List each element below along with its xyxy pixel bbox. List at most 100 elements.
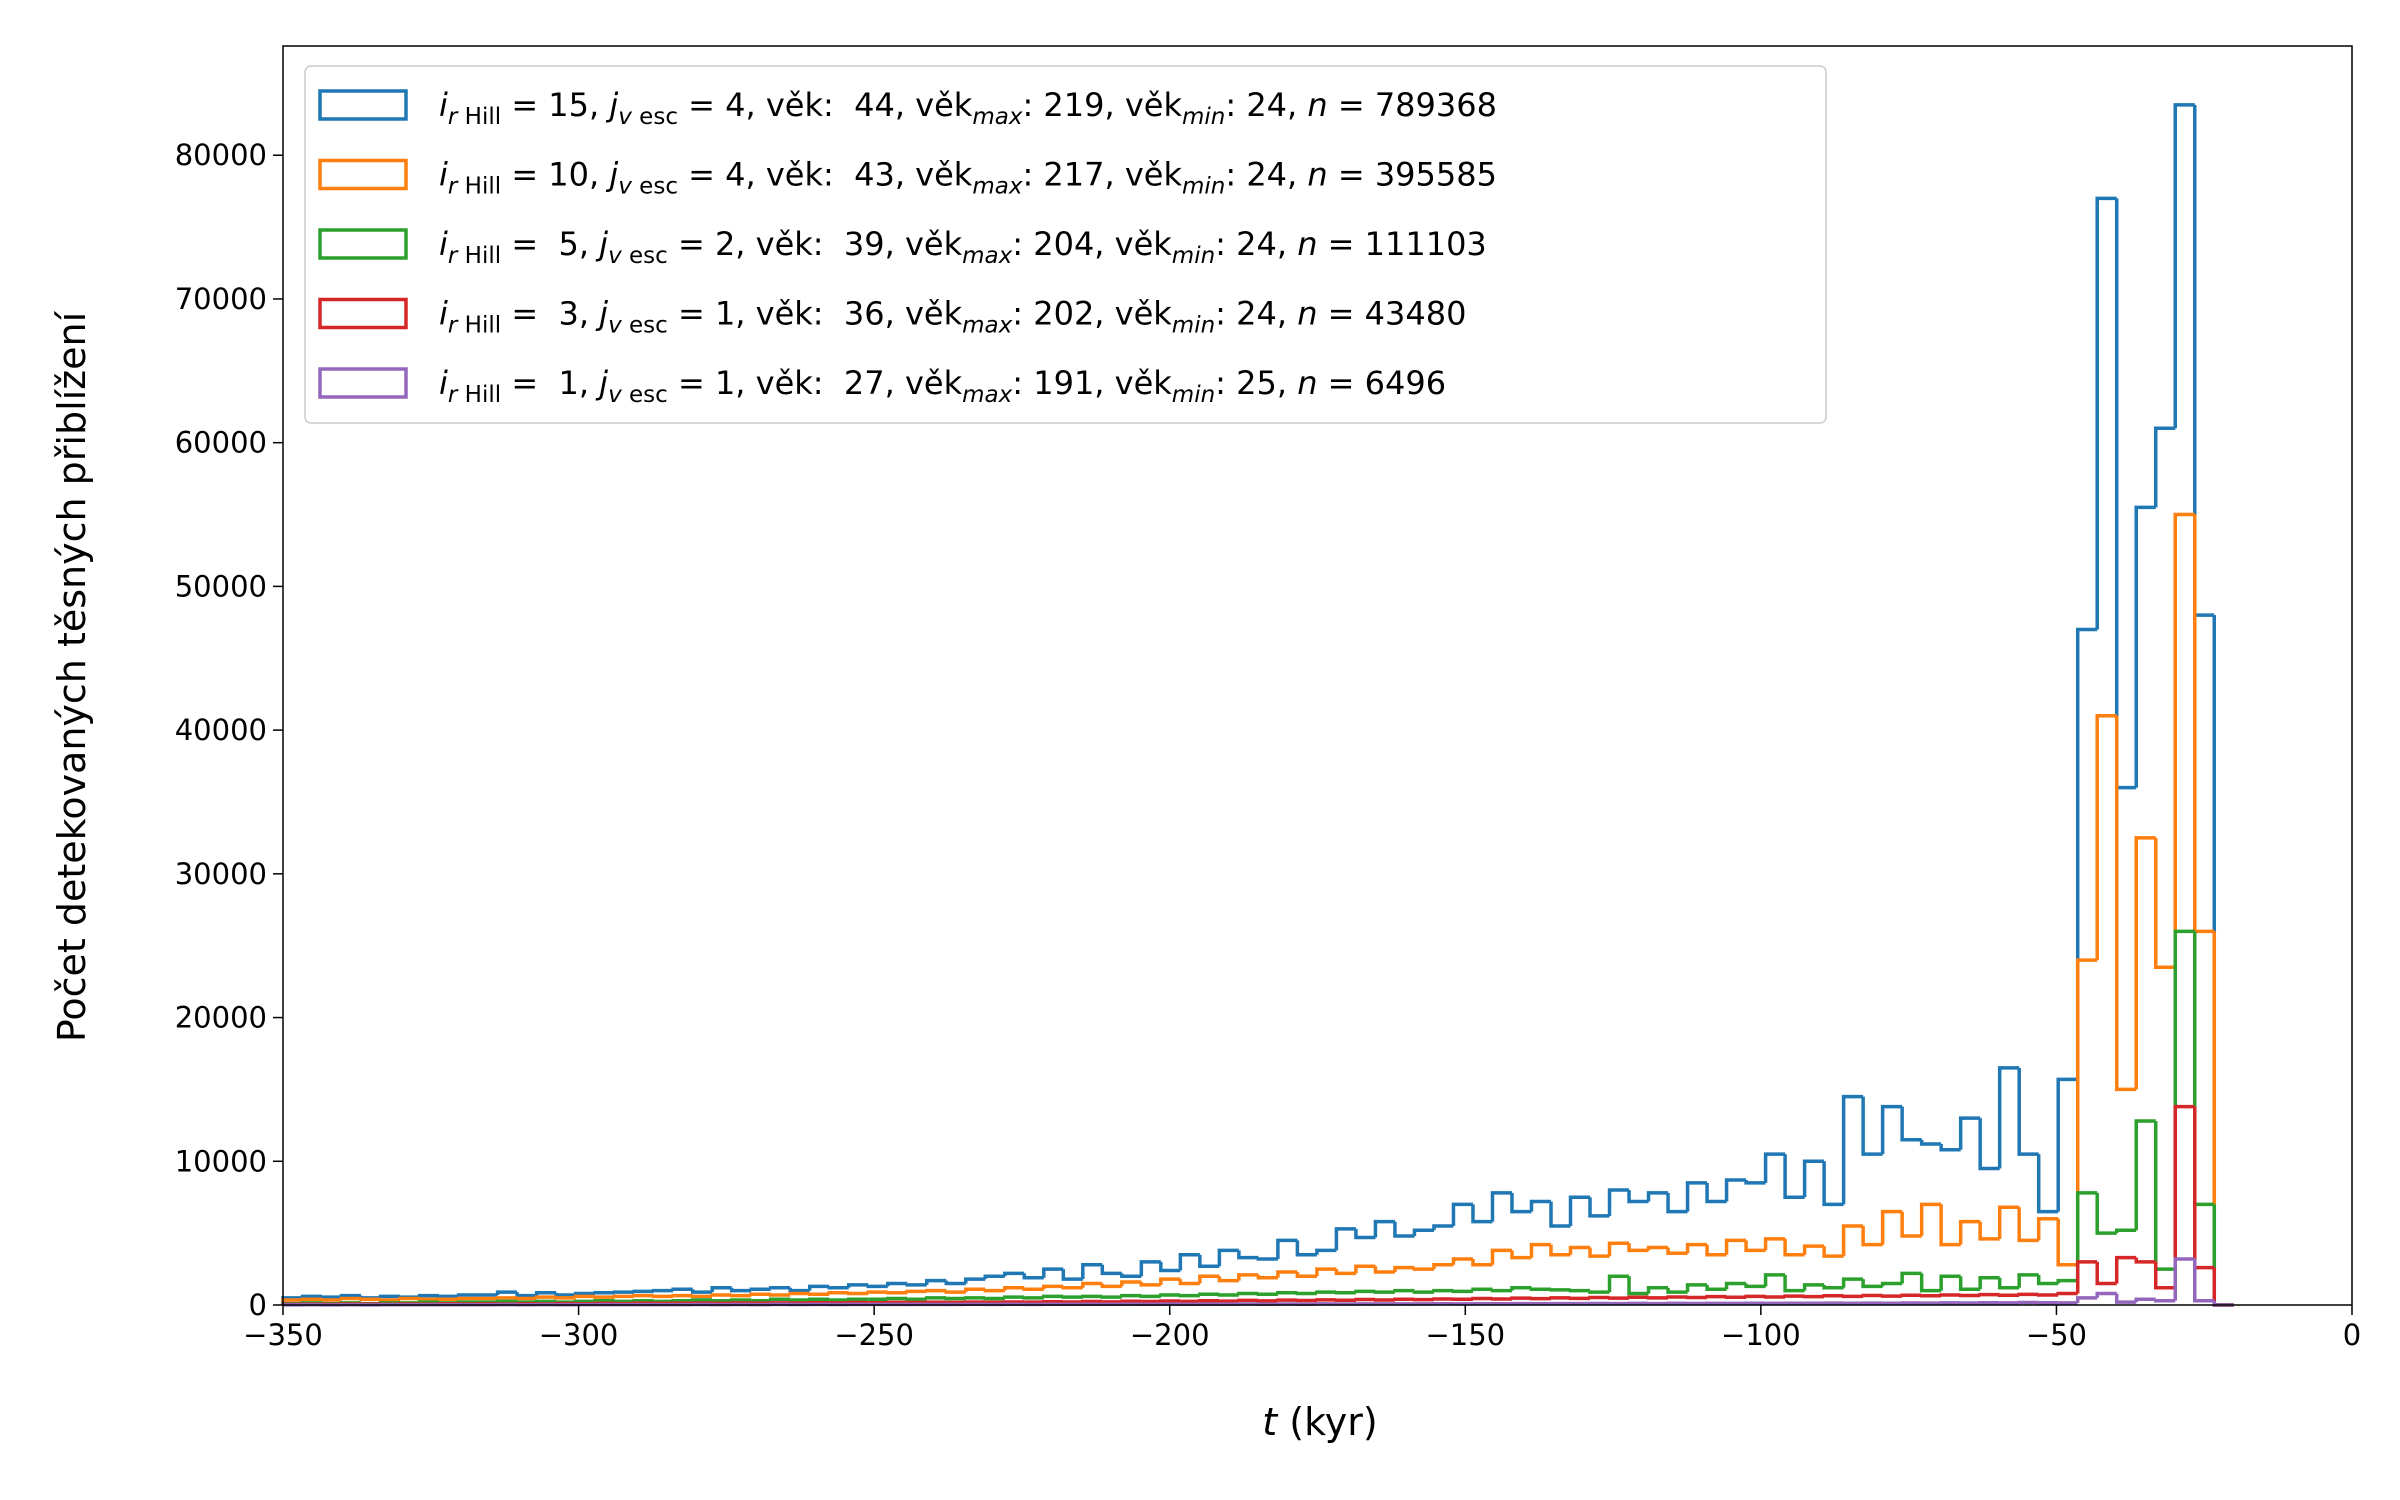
legend-label-part: i [439, 86, 448, 124]
histogram-bin [1217, 1293, 1239, 1297]
histogram-bin [1900, 1211, 1922, 1238]
histogram-bin [1744, 1294, 1766, 1299]
legend-swatch [318, 228, 408, 260]
histogram-bin [2056, 1291, 2078, 1296]
histogram-bin [1549, 1296, 1571, 1300]
histogram-bin [1003, 1295, 1025, 1299]
histogram-bin [1393, 1297, 1415, 1301]
histogram-bin [359, 1297, 381, 1301]
histogram-bin [2212, 615, 2234, 1307]
histogram-bin [1744, 1179, 1766, 1185]
x-tick-label: −100 [1721, 1318, 1801, 1352]
legend-swatch [318, 158, 408, 191]
legend-label-part: v [618, 104, 632, 130]
histogram-bin [2017, 1067, 2039, 1156]
histogram-bin [866, 1284, 888, 1289]
histogram-bin [612, 1290, 635, 1294]
histogram-bin [534, 1295, 557, 1299]
histogram-bin [1315, 1267, 1337, 1277]
legend-label-part: esc [622, 313, 668, 339]
histogram-bin [456, 1293, 479, 1297]
histogram-bin [749, 1298, 771, 1303]
y-tick-label: 40000 [175, 713, 267, 747]
legend-label-part: : 219, věk [1022, 86, 1182, 124]
histogram-bin [1217, 1248, 1239, 1267]
legend-swatch [318, 367, 408, 399]
histogram-bin [1256, 1292, 1278, 1296]
histogram-bin [1334, 1291, 1356, 1295]
legend-label: ir Hill = 3, jv esc = 1, věk: 36, věkmax… [439, 295, 1466, 339]
histogram-bin [671, 1287, 693, 1291]
histogram-bin [573, 1294, 596, 1299]
histogram-bin [2114, 198, 2137, 790]
legend-label-part: max [962, 243, 1012, 269]
histogram-bin [1451, 1289, 1473, 1294]
histogram-bin [1198, 1298, 1220, 1303]
histogram-bin [846, 1283, 869, 1288]
y-axis-label: Počet detekovaných těsných přiblížení [50, 310, 94, 1042]
legend-label-part: esc [622, 382, 668, 408]
histogram-bin [1763, 1152, 1786, 1183]
histogram-bin [2173, 929, 2195, 1270]
histogram-bin [1432, 1297, 1454, 1301]
legend-label-part: esc [622, 243, 668, 269]
histogram-bin [1607, 1296, 1630, 1300]
histogram-bin [1685, 1181, 1708, 1212]
legend-label-part: = 789368 [1328, 86, 1497, 124]
histogram-bin [885, 1281, 908, 1287]
y-tick-label: 10000 [175, 1144, 267, 1178]
legend-label-part: i [439, 364, 448, 402]
histogram-bin [1666, 1287, 1688, 1294]
legend-label-part: Hill [457, 243, 501, 269]
legend-label-part: = 1, věk: 36, věk [668, 295, 963, 333]
legend-label-part: min [1172, 243, 1215, 269]
histogram-bin [1978, 1292, 2000, 1297]
legend-label-part: esc [632, 174, 678, 200]
histogram-bin [1783, 1274, 1805, 1293]
histogram-bin [944, 1280, 966, 1286]
histogram-bin [1412, 1267, 1434, 1271]
legend-label-part: = 111103 [1317, 225, 1486, 263]
histogram-bin [2114, 1255, 2137, 1284]
histogram-bin [2075, 1260, 2098, 1294]
series [281, 929, 2234, 1307]
legend-label-part: : 24, [1215, 225, 1297, 263]
histogram-bin [710, 1293, 732, 1297]
histogram-bin [2036, 1217, 2059, 1241]
histogram-bin [2212, 1267, 2234, 1307]
histogram-bin [612, 1294, 635, 1299]
histogram-bin [2134, 505, 2156, 788]
histogram-bin [885, 1296, 908, 1301]
histogram-bin [2114, 1228, 2137, 1234]
y-tick-label: 70000 [175, 282, 267, 316]
histogram-bin [1705, 1284, 1727, 1291]
histogram-bin [1744, 1283, 1766, 1289]
histogram-bin [1412, 1290, 1434, 1294]
histogram-bin [788, 1298, 810, 1302]
histogram-bin [866, 1290, 888, 1294]
x-tick-label: −350 [243, 1318, 323, 1352]
y-tick-label: 60000 [175, 426, 267, 460]
histogram-bin [1061, 1269, 1083, 1281]
histogram-bin [1627, 1276, 1649, 1296]
histogram-bin [1432, 1288, 1454, 1293]
histogram-bin [1120, 1280, 1142, 1287]
histogram-bin [1081, 1263, 1103, 1280]
x-tick-label: 0 [2343, 1318, 2361, 1352]
histogram-bin [2173, 103, 2195, 429]
histogram-bin [1841, 1294, 1864, 1299]
histogram-bin [1997, 1066, 2020, 1169]
histogram-bin [1861, 1096, 1883, 1156]
legend-label-part: j [605, 86, 618, 124]
histogram-bin [1315, 1298, 1337, 1302]
histogram-bin [1841, 1277, 1864, 1288]
histogram-bin [1685, 1283, 1708, 1293]
histogram-bin [1880, 1209, 1903, 1245]
histogram-bin [1471, 1259, 1493, 1267]
legend-label-part: : 191, věk [1012, 364, 1172, 402]
x-tick-label: −200 [1130, 1318, 1210, 1352]
histogram-bin [2017, 1207, 2039, 1243]
histogram-bin [1276, 1291, 1298, 1295]
histogram-bin [1919, 1139, 1942, 1146]
legend-label-part: min [1182, 104, 1225, 130]
